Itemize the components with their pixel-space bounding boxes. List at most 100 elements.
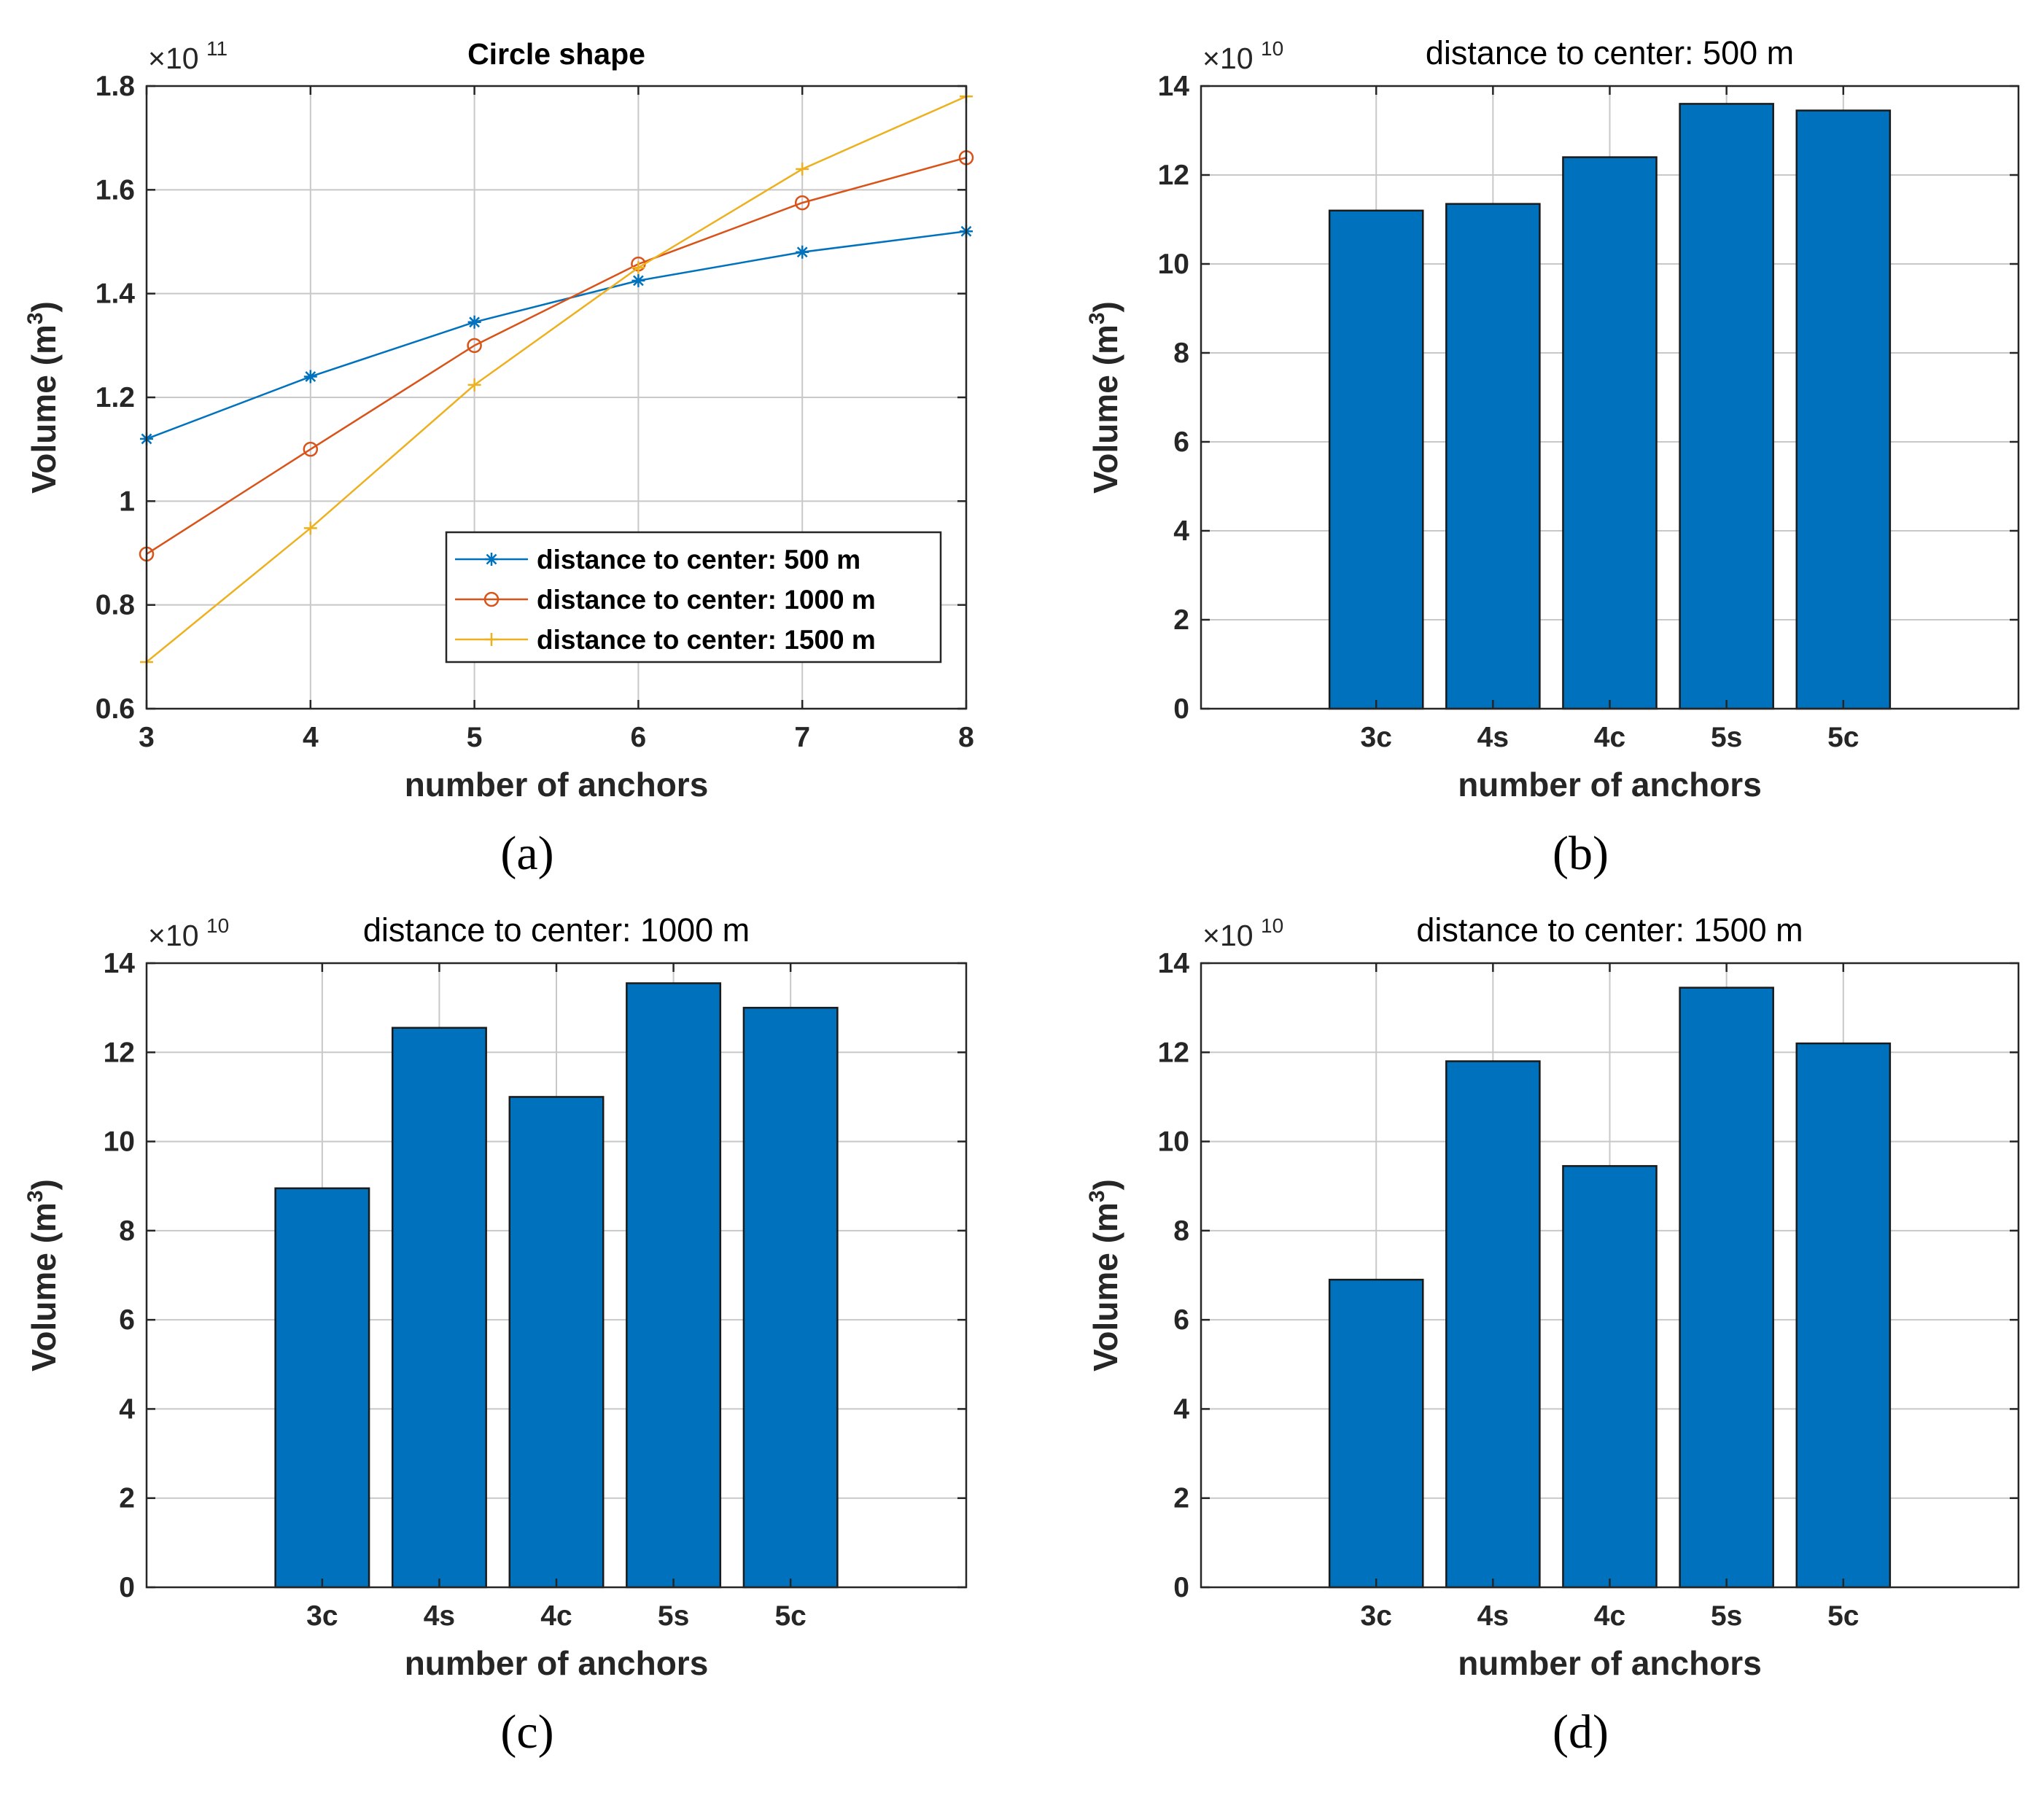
- chart-title: distance to center: 1500 m: [1416, 911, 1803, 949]
- y-tick-label: 4: [1173, 1393, 1189, 1425]
- x-tick-label: 8: [958, 722, 974, 753]
- series-line: [146, 96, 967, 663]
- legend-marker: [485, 553, 498, 566]
- y-axis-label-close: ): [1087, 301, 1124, 312]
- legend-box: [445, 531, 942, 663]
- panel-c: 0 2 4 6 8 10 12 14 3c 4s 4c 5s 5c ×10 10 distance to ce…: [23, 911, 968, 1759]
- bar-4s: [391, 1027, 487, 1589]
- data-point: [467, 338, 482, 354]
- y-tick-label: 1.6: [96, 174, 135, 206]
- panel-label: (c): [500, 1705, 553, 1759]
- y-tick-label: 12: [1158, 1037, 1189, 1068]
- data-point: [794, 195, 810, 211]
- x-tick-label: 3c: [1361, 722, 1392, 753]
- y-tick-label: 10: [1158, 1126, 1189, 1158]
- data-point: [796, 162, 809, 176]
- bar-5c: [1795, 1042, 1892, 1589]
- y-tick-label: 0: [1173, 693, 1189, 725]
- bar-5c: [742, 1006, 839, 1589]
- y-axis-label-close: ): [25, 301, 63, 312]
- y-tick-label: 1.2: [96, 382, 135, 413]
- data-point: [632, 261, 645, 275]
- y-tick-label: 2: [1173, 1483, 1189, 1514]
- bar-3c: [1328, 1278, 1424, 1589]
- panel-label: (d): [1553, 1705, 1609, 1759]
- y-tick-label: 1.8: [96, 71, 135, 102]
- y-tick-label: 0.6: [96, 693, 135, 725]
- y-tick-label: 2: [1173, 604, 1189, 636]
- axis-multiplier: ×10: [1202, 919, 1254, 952]
- y-tick-label: 0: [1173, 1572, 1189, 1603]
- y-axis-label-sup: 3: [1085, 1190, 1109, 1202]
- bar-5c: [1795, 109, 1892, 710]
- data-point: [303, 441, 319, 457]
- data-point: [303, 521, 317, 535]
- y-axis-label-text: Volume (m: [25, 1202, 63, 1371]
- y-tick-label: 6: [119, 1304, 135, 1336]
- data-point: [796, 245, 809, 259]
- y-tick-label: 1.4: [96, 279, 136, 310]
- y-tick-label: 4: [1173, 515, 1189, 547]
- series-line: [146, 230, 967, 440]
- bar-5s: [626, 982, 722, 1589]
- y-tick-label: 8: [1173, 338, 1189, 369]
- panel-label: (a): [500, 827, 553, 880]
- y-axis-label-text: Volume (m: [1087, 324, 1124, 494]
- y-tick-label: 1: [119, 486, 135, 517]
- bar-4c: [1562, 1164, 1658, 1589]
- x-tick-label: 6: [631, 722, 647, 753]
- legend-entry: distance to center: 500 m: [537, 545, 860, 575]
- legend-entry: distance to center: 1500 m: [537, 625, 876, 655]
- series-line: [146, 157, 967, 555]
- y-tick-label: 10: [104, 1126, 135, 1158]
- x-tick-label: 3: [139, 722, 155, 753]
- y-tick-label: 12: [104, 1037, 135, 1068]
- legend-marker: [485, 633, 498, 646]
- series-2: [139, 149, 974, 562]
- x-tick-label: 4c: [1594, 1600, 1625, 1632]
- y-tick-label: 4: [119, 1393, 135, 1425]
- y-tick-label: 0.8: [96, 590, 135, 621]
- axis-multiplier: ×10: [148, 42, 199, 75]
- x-tick-label: 4c: [540, 1600, 572, 1632]
- x-tick-label: 5c: [1827, 1600, 1859, 1632]
- data-point: [467, 315, 481, 329]
- y-axis-label-sup: 3: [23, 1190, 47, 1202]
- x-tick-label: 4s: [1477, 722, 1509, 753]
- axis-multiplier-exponent: 10: [1261, 37, 1283, 60]
- data-point: [303, 370, 317, 384]
- x-tick-label: 5c: [774, 1600, 806, 1632]
- bar-5s: [1679, 986, 1774, 1589]
- x-tick-label: 5s: [1711, 722, 1742, 753]
- x-tick-label: 4c: [1594, 722, 1625, 753]
- y-tick-label: 14: [104, 948, 136, 979]
- y-tick-label: 10: [1158, 249, 1189, 280]
- x-tick-label: 5: [467, 722, 483, 753]
- series-1: [140, 225, 973, 445]
- bar-3c: [274, 1187, 370, 1589]
- x-tick-label: 4: [303, 722, 319, 753]
- axis-multiplier-exponent: 11: [206, 37, 228, 60]
- bar-4s: [1445, 1060, 1541, 1589]
- x-tick-label: 3c: [306, 1600, 338, 1632]
- panel-a: 0.6 0.8 1 1.2 1.4 1.6 1.8 3 4 5 6 7 8 ×10 11 Circle sha…: [23, 37, 974, 880]
- panel-b: 0 2 4 6 8 10 12 14 3c 4s 4c 5s 5c ×10 10 distance to ce…: [1085, 34, 2020, 880]
- axis-multiplier: ×10: [1202, 42, 1254, 75]
- y-axis-label-text: Volume (m: [25, 324, 63, 494]
- y-axis-label-sup: 3: [23, 312, 47, 324]
- x-tick-label: 3c: [1361, 1600, 1392, 1632]
- x-tick-label: 5c: [1827, 722, 1859, 753]
- chart-title: distance to center: 1000 m: [363, 911, 750, 949]
- data-point: [632, 273, 645, 287]
- y-tick-label: 2: [119, 1483, 135, 1514]
- x-tick-label: 7: [794, 722, 810, 753]
- legend-marker: [483, 591, 500, 607]
- y-tick-label: 6: [1173, 427, 1189, 458]
- axis-multiplier: ×10: [148, 919, 199, 952]
- x-tick-label: 4s: [424, 1600, 455, 1632]
- bar-3c: [1328, 209, 1424, 710]
- y-axis-label: Volume (m3): [1085, 301, 1124, 494]
- data-point: [467, 378, 481, 392]
- x-axis-label: number of anchors: [405, 766, 709, 803]
